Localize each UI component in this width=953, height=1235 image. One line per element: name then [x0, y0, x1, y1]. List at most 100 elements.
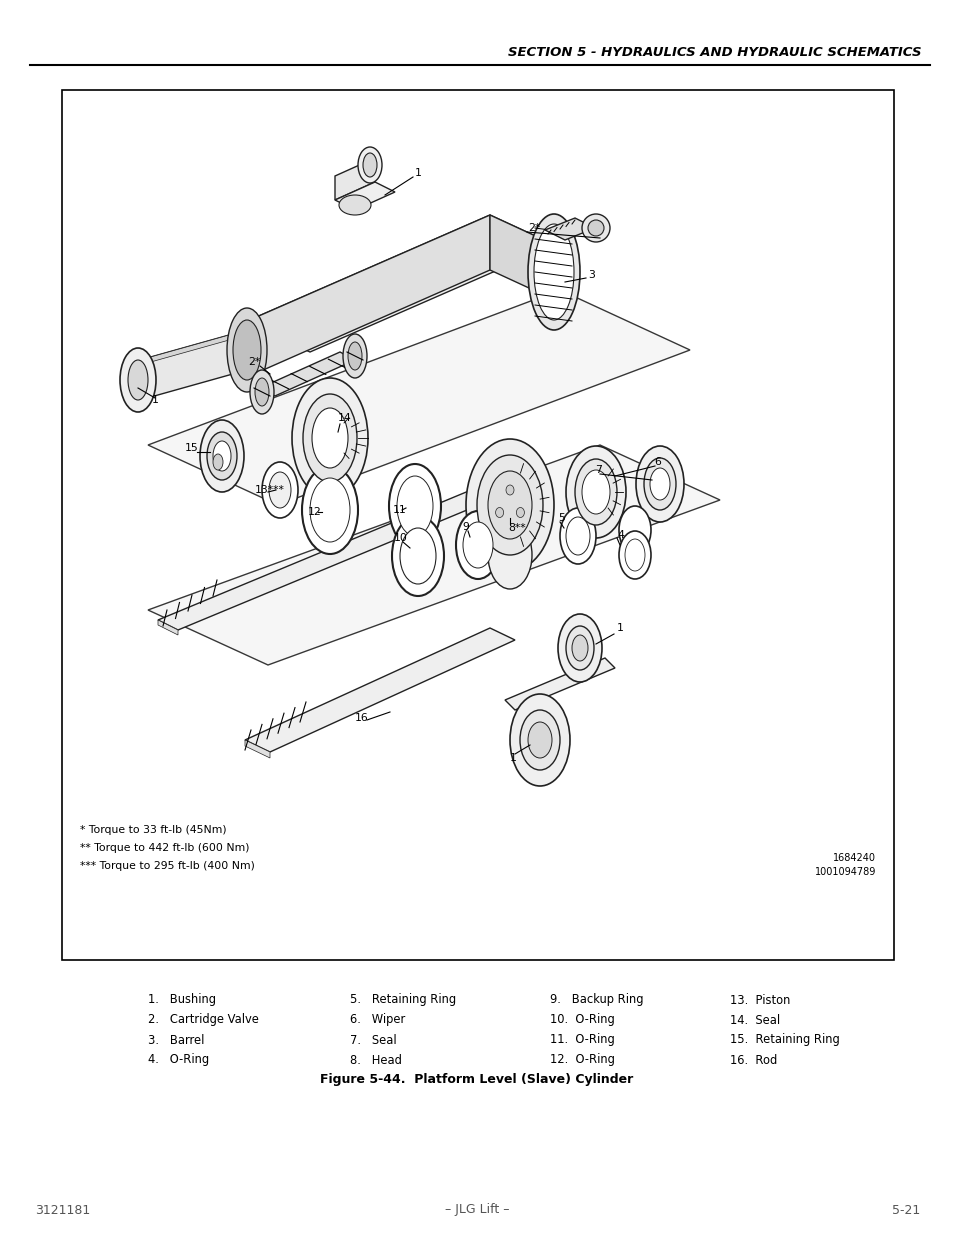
Ellipse shape: [624, 538, 644, 571]
Ellipse shape: [338, 195, 371, 215]
Text: 12: 12: [308, 508, 321, 517]
Polygon shape: [544, 219, 595, 240]
Ellipse shape: [213, 441, 231, 471]
Ellipse shape: [389, 464, 440, 548]
Text: 4: 4: [617, 530, 623, 540]
Ellipse shape: [565, 626, 594, 671]
Text: 11.  O-Ring: 11. O-Ring: [550, 1034, 614, 1046]
Ellipse shape: [302, 466, 357, 555]
Text: 1: 1: [510, 753, 517, 763]
Text: 5: 5: [558, 513, 564, 522]
Polygon shape: [140, 330, 247, 400]
Text: 14: 14: [337, 412, 352, 424]
Polygon shape: [504, 658, 615, 710]
Text: 6: 6: [654, 457, 660, 467]
Ellipse shape: [572, 635, 587, 661]
Polygon shape: [260, 352, 355, 396]
Text: 8.   Head: 8. Head: [350, 1053, 401, 1067]
Text: 4.   O-Ring: 4. O-Ring: [148, 1053, 209, 1067]
Text: 7.   Seal: 7. Seal: [350, 1034, 396, 1046]
Text: 1001094789: 1001094789: [814, 867, 875, 877]
Text: 2*: 2*: [527, 224, 539, 233]
Ellipse shape: [565, 446, 625, 538]
Ellipse shape: [510, 694, 569, 785]
Ellipse shape: [527, 722, 552, 758]
Text: 14.  Seal: 14. Seal: [729, 1014, 780, 1026]
Ellipse shape: [516, 508, 524, 517]
Ellipse shape: [618, 531, 650, 579]
Text: 10.  O-Ring: 10. O-Ring: [550, 1014, 614, 1026]
Polygon shape: [490, 215, 555, 300]
Polygon shape: [245, 215, 490, 378]
Ellipse shape: [565, 517, 589, 555]
Text: Figure 5-44.  Platform Level (Slave) Cylinder: Figure 5-44. Platform Level (Slave) Cyli…: [320, 1073, 633, 1087]
Ellipse shape: [581, 471, 609, 514]
Text: 1: 1: [415, 168, 421, 178]
Polygon shape: [158, 478, 519, 630]
Ellipse shape: [399, 529, 436, 584]
Ellipse shape: [233, 320, 261, 380]
Ellipse shape: [343, 333, 367, 378]
Text: 1.   Bushing: 1. Bushing: [148, 993, 215, 1007]
Ellipse shape: [392, 516, 443, 597]
Ellipse shape: [254, 378, 269, 406]
Ellipse shape: [618, 506, 650, 555]
Ellipse shape: [462, 522, 493, 568]
Text: 13.  Piston: 13. Piston: [729, 993, 789, 1007]
Text: 16.  Rod: 16. Rod: [729, 1053, 777, 1067]
Ellipse shape: [496, 508, 503, 517]
Text: 3.   Barrel: 3. Barrel: [148, 1034, 204, 1046]
Ellipse shape: [207, 432, 236, 480]
Ellipse shape: [312, 408, 348, 468]
Ellipse shape: [575, 459, 617, 525]
Text: 15: 15: [185, 443, 198, 453]
Ellipse shape: [465, 438, 554, 571]
Text: 9: 9: [461, 522, 468, 532]
Text: SECTION 5 - HYDRAULICS AND HYDRAULIC SCHEMATICS: SECTION 5 - HYDRAULICS AND HYDRAULIC SCH…: [508, 46, 921, 58]
Polygon shape: [148, 290, 689, 505]
Ellipse shape: [643, 458, 676, 510]
Ellipse shape: [128, 359, 148, 400]
Ellipse shape: [303, 394, 356, 482]
Text: ** Torque to 442 ft-lb (600 Nm): ** Torque to 442 ft-lb (600 Nm): [80, 844, 250, 853]
Text: 1: 1: [152, 395, 159, 405]
Ellipse shape: [269, 472, 291, 508]
Text: 6.   Wiper: 6. Wiper: [350, 1014, 405, 1026]
Bar: [62, 90, 893, 960]
Text: 8**: 8**: [507, 522, 525, 534]
Ellipse shape: [476, 454, 542, 555]
Ellipse shape: [559, 508, 596, 564]
Text: 2.   Cartridge Valve: 2. Cartridge Valve: [148, 1014, 258, 1026]
Polygon shape: [335, 182, 395, 210]
Polygon shape: [158, 620, 178, 635]
Text: – JLG Lift –: – JLG Lift –: [444, 1203, 509, 1216]
Ellipse shape: [581, 214, 609, 242]
Text: * Torque to 33 ft-lb (45Nm): * Torque to 33 ft-lb (45Nm): [80, 825, 227, 835]
Ellipse shape: [488, 521, 532, 589]
Ellipse shape: [649, 468, 669, 500]
Ellipse shape: [527, 214, 579, 330]
Ellipse shape: [357, 147, 381, 183]
Text: 11: 11: [393, 505, 406, 515]
Ellipse shape: [363, 153, 376, 177]
Ellipse shape: [348, 342, 361, 370]
Text: 9.   Backup Ring: 9. Backup Ring: [550, 993, 643, 1007]
Ellipse shape: [310, 478, 350, 542]
Polygon shape: [140, 330, 247, 366]
Ellipse shape: [587, 220, 603, 236]
Polygon shape: [245, 215, 555, 352]
Ellipse shape: [292, 378, 368, 498]
Polygon shape: [148, 445, 720, 664]
Ellipse shape: [519, 710, 559, 769]
Ellipse shape: [213, 454, 223, 471]
Ellipse shape: [636, 446, 683, 522]
Text: 10: 10: [394, 534, 408, 543]
Ellipse shape: [120, 348, 156, 412]
Text: 3: 3: [587, 270, 595, 280]
Polygon shape: [245, 740, 270, 758]
Text: 13***: 13***: [254, 485, 285, 495]
Ellipse shape: [250, 370, 274, 414]
Text: 12.  O-Ring: 12. O-Ring: [550, 1053, 615, 1067]
Text: 1: 1: [617, 622, 623, 634]
Ellipse shape: [505, 485, 514, 495]
